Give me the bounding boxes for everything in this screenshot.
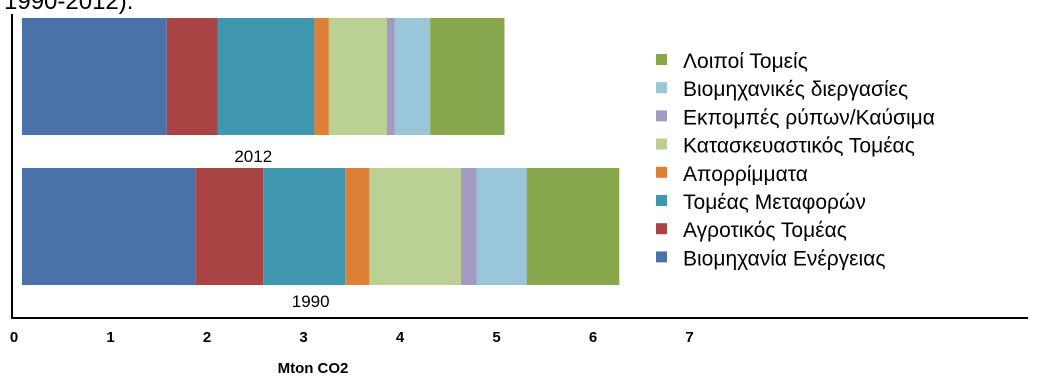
x-tick-label-7: 7: [685, 329, 693, 346]
bar-2012-segment-3: [217, 18, 315, 135]
x-axis-title: Mton CO2: [278, 360, 349, 377]
legend-swatch-6: [656, 195, 667, 206]
bar-1990-segment-1: [22, 168, 196, 285]
legend-label-6: Τομέας Μεταφορών: [683, 191, 866, 214]
bar-1990-segment-5: [369, 168, 462, 285]
x-tick-label-3: 3: [299, 329, 307, 346]
bar-1990-segment-6: [461, 168, 477, 285]
legend-label-5: Απορρίμματα: [683, 163, 808, 186]
legend-label-7: Αγροτικός Τομέας: [683, 219, 847, 242]
legend-swatch-4: [656, 138, 667, 150]
x-tick-label-6: 6: [589, 329, 597, 346]
x-tick-label-2: 2: [203, 329, 211, 346]
x-tick-label-5: 5: [492, 329, 500, 346]
bar-1990-segment-2: [195, 168, 264, 285]
legend-swatch-2: [656, 82, 667, 94]
bar-2012-segment-4: [314, 18, 329, 135]
bar-2012-segment-7: [394, 18, 431, 135]
legend-label-4: Κατασκευαστικός Τομέας: [683, 135, 915, 158]
x-tick-label-0: 0: [10, 329, 18, 346]
legend-label-1: Λοιποί Τομείς: [683, 50, 808, 73]
legend-swatch-7: [656, 223, 667, 235]
x-tick-label-4: 4: [396, 329, 405, 346]
legend-swatch-8: [656, 251, 667, 263]
legend-label-2: Βιομηχανικές διεργασίες: [683, 78, 908, 101]
bar-1990-segment-3: [263, 168, 346, 285]
bar-2012-segment-1: [22, 18, 167, 135]
bar-2012-segment-5: [328, 18, 387, 135]
bar-2012-segment-2: [166, 18, 218, 135]
bar-2012-segment-6: [386, 18, 395, 135]
bar-2012-segment-8: [430, 18, 505, 135]
legend-label-8: Βιομηχανία Ενέργειας: [683, 247, 885, 270]
bar-1990-segment-7: [476, 168, 527, 285]
legend-label-3: Εκπομπές ρύπων/Καύσιμα: [683, 106, 935, 129]
bar-1990-segment-8: [526, 168, 620, 285]
legend-swatch-1: [656, 54, 667, 65]
bar-1990-segment-4: [345, 168, 370, 285]
legend-swatch-3: [656, 110, 667, 122]
caption-fragment: 1990-2012).: [4, 0, 134, 15]
legend-swatch-5: [656, 166, 667, 178]
x-tick-label-1: 1: [106, 329, 114, 346]
category-label-2012: 2012: [234, 147, 272, 166]
category-label-1990: 1990: [292, 292, 330, 311]
